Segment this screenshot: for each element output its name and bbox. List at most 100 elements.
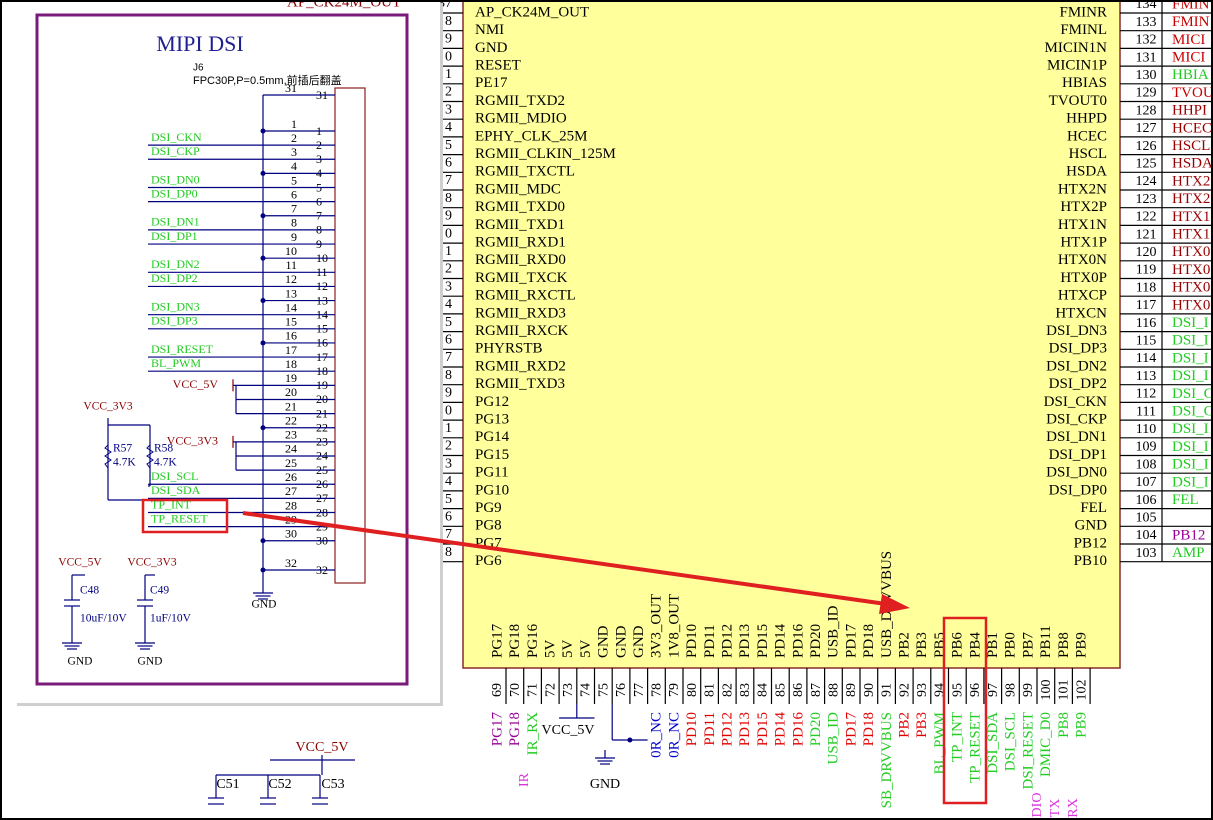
net-label: DSI_DN0 [151, 172, 200, 186]
net-label: DSI_DN3 [151, 299, 200, 313]
pin-name: RGMII_RXCTL [475, 288, 576, 304]
net-label: HTX0 [1172, 244, 1210, 260]
arrow-shaft [242, 511, 887, 606]
pin-name: PB6 [950, 632, 966, 658]
pin-number: 32 [285, 556, 297, 570]
net-label: DSI_I [1172, 421, 1209, 437]
pin-name: RESET [475, 58, 521, 74]
pin-name: PG17 [489, 623, 505, 658]
pin-number: 6 [445, 510, 452, 525]
pin-name: PB0 [1003, 632, 1019, 658]
pin-number: 2 [445, 262, 452, 277]
net-label: 0R_NC [649, 712, 665, 758]
pin-name: DSI_DP1 [1049, 447, 1107, 463]
label: C51 [216, 777, 239, 792]
pin-number: 31 [285, 81, 297, 95]
label: VCC_5V [542, 723, 595, 738]
net-label: DSI_I [1172, 457, 1209, 473]
pin-name: PHYRSTB [475, 341, 543, 357]
label: RX [1066, 798, 1081, 817]
pin-name: DSI_DP3 [1049, 341, 1107, 357]
pin-name: PB1 [985, 632, 1001, 658]
pin-number: 120 [1136, 245, 1157, 260]
pin-number: 5 [445, 315, 452, 330]
pin-number: 131 [1136, 50, 1157, 65]
pin-name: PB9 [1074, 632, 1090, 658]
pin-name: RGMII_MDC [475, 181, 561, 197]
pin-number: 8 [445, 545, 452, 560]
net-label: PD13 [737, 712, 753, 746]
pin-name: DSI_CKP [1046, 412, 1107, 428]
pin-number: 126 [1136, 139, 1157, 154]
net-label: USB_ID [826, 712, 842, 765]
pin-name: PD13 [737, 624, 753, 658]
pin-number: 9 [445, 32, 452, 47]
pin-name: HBIAS [1062, 75, 1107, 91]
pin-number: 13 [285, 286, 297, 300]
pin-name: PD15 [755, 624, 771, 658]
pin-name: 5V [578, 640, 594, 659]
pin-number: 109 [1136, 440, 1157, 455]
pin-number: 0 [445, 403, 452, 418]
part-label: 4.7K [154, 457, 177, 469]
net-label: DSI_SCL [1003, 712, 1019, 771]
pin-number: 8 [445, 368, 452, 383]
pin-number: 112 [1136, 387, 1156, 402]
pin-number: 7 [445, 173, 452, 188]
pin-name: PD16 [790, 623, 806, 658]
net-label: HSDA [1172, 156, 1213, 172]
net-label: DMIC_D0 [1038, 712, 1054, 777]
pin-number: 17 [285, 343, 297, 357]
pin-name: PB5 [932, 632, 948, 658]
net-label: FMIN [1172, 14, 1210, 30]
pin-number: 121 [1136, 227, 1157, 242]
net-label: DSI_RESET [1020, 712, 1036, 790]
pin-number: 100 [1039, 680, 1054, 701]
pin-number: 3 [445, 456, 452, 471]
overlay-layer: AP_CK24M_OUT [141, 0, 988, 805]
pin-name: DSI_DN2 [1046, 358, 1107, 374]
net-label: PD18 [861, 712, 877, 746]
net-label: MICI [1172, 32, 1205, 48]
part-label: C48 [80, 585, 99, 597]
ref: J6 [193, 63, 204, 74]
resistor [104, 444, 112, 469]
pin-number: 69 [490, 683, 505, 697]
pin-number: 0 [445, 49, 452, 64]
pin-number: 95 [950, 683, 965, 697]
pin-number: 110 [1136, 422, 1156, 437]
net-label: DSI_DP2 [151, 271, 198, 285]
pin-name: GND [596, 625, 612, 658]
pin-number: 114 [1136, 351, 1156, 366]
pin-number: 101 [1057, 680, 1072, 701]
pin-name: PD11 [702, 624, 718, 658]
pin-number: 76 [614, 683, 629, 697]
net-label: DSI_DN1 [151, 215, 200, 229]
pin-name: DSI_DN3 [1046, 323, 1107, 339]
panel [14, 0, 440, 703]
pin-number: 85 [773, 683, 788, 697]
net-label: DSI_DP1 [151, 229, 198, 243]
part-label: VCC_5V [58, 557, 102, 569]
pin-name: DSI_DN0 [1046, 465, 1107, 481]
pin-number: 7 [291, 202, 297, 216]
label: C53 [321, 777, 344, 792]
pin-name: 3V3_OUT [649, 594, 665, 658]
pin-name: FEL [1080, 500, 1107, 516]
pin-number: 84 [756, 683, 771, 697]
pin-name: RGMII_TXD1 [475, 217, 565, 233]
junction [260, 213, 266, 219]
pin-number: 96 [968, 683, 983, 697]
pin-name: PB8 [1056, 632, 1072, 658]
pin-number: 4 [291, 159, 297, 173]
pin-number: 81 [703, 683, 718, 697]
pin-name: 5V [543, 640, 559, 659]
part-label: GND [138, 656, 163, 668]
title: MIPI DSI [156, 31, 243, 56]
pin-number: 2 [445, 439, 452, 454]
chip-body [462, 0, 1121, 669]
pin-number: 5 [445, 492, 452, 507]
pin-number: 86 [791, 683, 806, 697]
